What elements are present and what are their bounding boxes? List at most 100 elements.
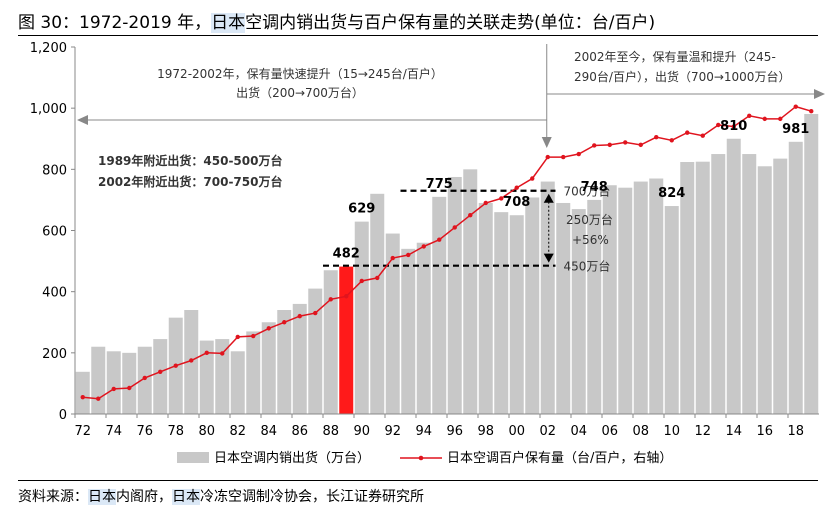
x-tick-label: 82 <box>229 424 246 439</box>
line-point-89 <box>344 294 349 299</box>
bar-93 <box>401 248 416 414</box>
bar-104 <box>571 209 586 414</box>
title-prefix: 图 30：1972-2019 年， <box>18 13 212 33</box>
data-label-90: 629 <box>348 202 375 217</box>
data-label-110: 824 <box>658 186 685 201</box>
line-point-118 <box>793 104 798 109</box>
gap-arrow-head-down <box>543 253 554 263</box>
line-point-97 <box>468 213 473 218</box>
line-point-76 <box>142 375 147 381</box>
bar-109 <box>649 178 664 414</box>
bar-117 <box>773 158 788 414</box>
x-tick-label: 12 <box>694 424 711 439</box>
line-point-86 <box>297 313 302 319</box>
line-point-96 <box>452 225 457 230</box>
x-tick-label: 08 <box>632 424 649 439</box>
x-tick-label: 78 <box>167 424 184 439</box>
bar-92 <box>385 233 400 414</box>
data-label-100: 708 <box>503 195 530 210</box>
bar-86 <box>292 303 307 414</box>
legend-line-label-rest: 空调百户保有量（台/百户，右轴） <box>473 450 672 466</box>
y-tick-label: 1,000 <box>30 102 67 117</box>
x-tick-label: 72 <box>74 424 91 439</box>
gap-label-2: +56% <box>572 233 609 247</box>
x-tick-label: 14 <box>725 424 742 439</box>
ref-label-2: 450万台 <box>564 259 611 274</box>
line-point-92 <box>390 255 395 261</box>
line-point-81 <box>220 351 225 356</box>
bar-85 <box>277 310 292 414</box>
legend-line-marker <box>418 455 424 461</box>
line-point-103 <box>561 154 566 160</box>
line-point-72 <box>80 394 85 400</box>
x-tick-label: 88 <box>322 424 339 439</box>
bar-102 <box>540 181 555 414</box>
line-point-113 <box>716 122 721 128</box>
bar-82 <box>230 351 245 414</box>
line-point-91 <box>375 275 380 281</box>
data-label-105: 748 <box>581 180 608 195</box>
x-tick-label: 10 <box>663 424 680 439</box>
source-part2: 内阁府， <box>116 489 172 505</box>
bar-108 <box>633 181 648 414</box>
x-tick-label: 00 <box>508 424 525 439</box>
source-part3: 日本 <box>172 489 200 505</box>
bar-73 <box>91 346 106 414</box>
x-tick-label: 98 <box>477 424 494 439</box>
bar-100 <box>509 215 524 414</box>
gap-arrow-head-up <box>543 193 554 203</box>
period-right-arrow-head <box>814 89 825 99</box>
line-point-88 <box>328 297 333 302</box>
bar-96 <box>447 176 462 414</box>
line-ownership-path <box>82 105 812 400</box>
x-tick-label: 84 <box>260 424 277 439</box>
bar-74 <box>106 351 121 414</box>
y-tick-label: 800 <box>42 163 67 178</box>
bar-90 <box>354 221 369 414</box>
source-note: 资料来源：日本内阁府，日本冷冻空调制冷协会，长江证券研究所 <box>18 486 424 506</box>
line-point-101 <box>530 176 535 181</box>
line-point-80 <box>204 350 209 356</box>
bar-105 <box>587 199 602 414</box>
period-divider-arrow-head <box>541 137 552 148</box>
bar-113 <box>711 154 726 414</box>
line-point-110 <box>669 138 674 143</box>
line-point-100 <box>514 185 519 190</box>
x-tick-label: 74 <box>105 424 122 439</box>
y-tick-label: 1,200 <box>30 41 67 56</box>
bar-99 <box>494 212 509 414</box>
source-part1: 日本 <box>88 489 116 505</box>
period-left-line2: 出货（200→700万台） <box>236 85 364 100</box>
line-point-116 <box>762 116 767 122</box>
line-point-108 <box>638 142 643 148</box>
bar-84 <box>261 322 276 414</box>
note-2002: 2002年附近出货：700-750万台 <box>98 174 282 189</box>
line-point-79 <box>189 358 194 363</box>
reference-lines-group: 700万台 450万台 <box>323 184 610 274</box>
ref-label-1: 700万台 <box>564 184 611 199</box>
line-point-114 <box>731 124 736 129</box>
gap-label-1: 250万台 <box>566 212 613 227</box>
source-prefix: 资料来源： <box>18 489 88 505</box>
data-labels-group: 482 629 775 708 748 824 810 981 <box>333 119 810 262</box>
legend: 日本空调内销出货（万台） 日本空调百户保有量（台/百户，右轴） <box>177 450 672 466</box>
data-label-89: 482 <box>333 247 360 262</box>
legend-bar-label-rest: 空调内销出货（万台） <box>240 450 370 466</box>
line-series-group <box>80 104 814 401</box>
data-label-114: 810 <box>720 119 747 134</box>
line-point-117 <box>778 116 783 122</box>
bar-115 <box>742 154 757 414</box>
x-tick-label: 04 <box>570 424 587 439</box>
legend-bar-swatch <box>177 452 209 463</box>
data-label-118: 981 <box>782 122 809 137</box>
y-tick-label: 400 <box>42 286 67 301</box>
line-point-85 <box>282 320 287 325</box>
legend-line-label: 日本空调百户保有量（台/百户，右轴） <box>447 450 672 466</box>
line-point-73 <box>96 396 101 401</box>
y-tick-label: 600 <box>42 225 67 240</box>
bar-87 <box>308 288 323 414</box>
data-label-95: 775 <box>426 177 453 192</box>
line-point-83 <box>251 333 256 339</box>
